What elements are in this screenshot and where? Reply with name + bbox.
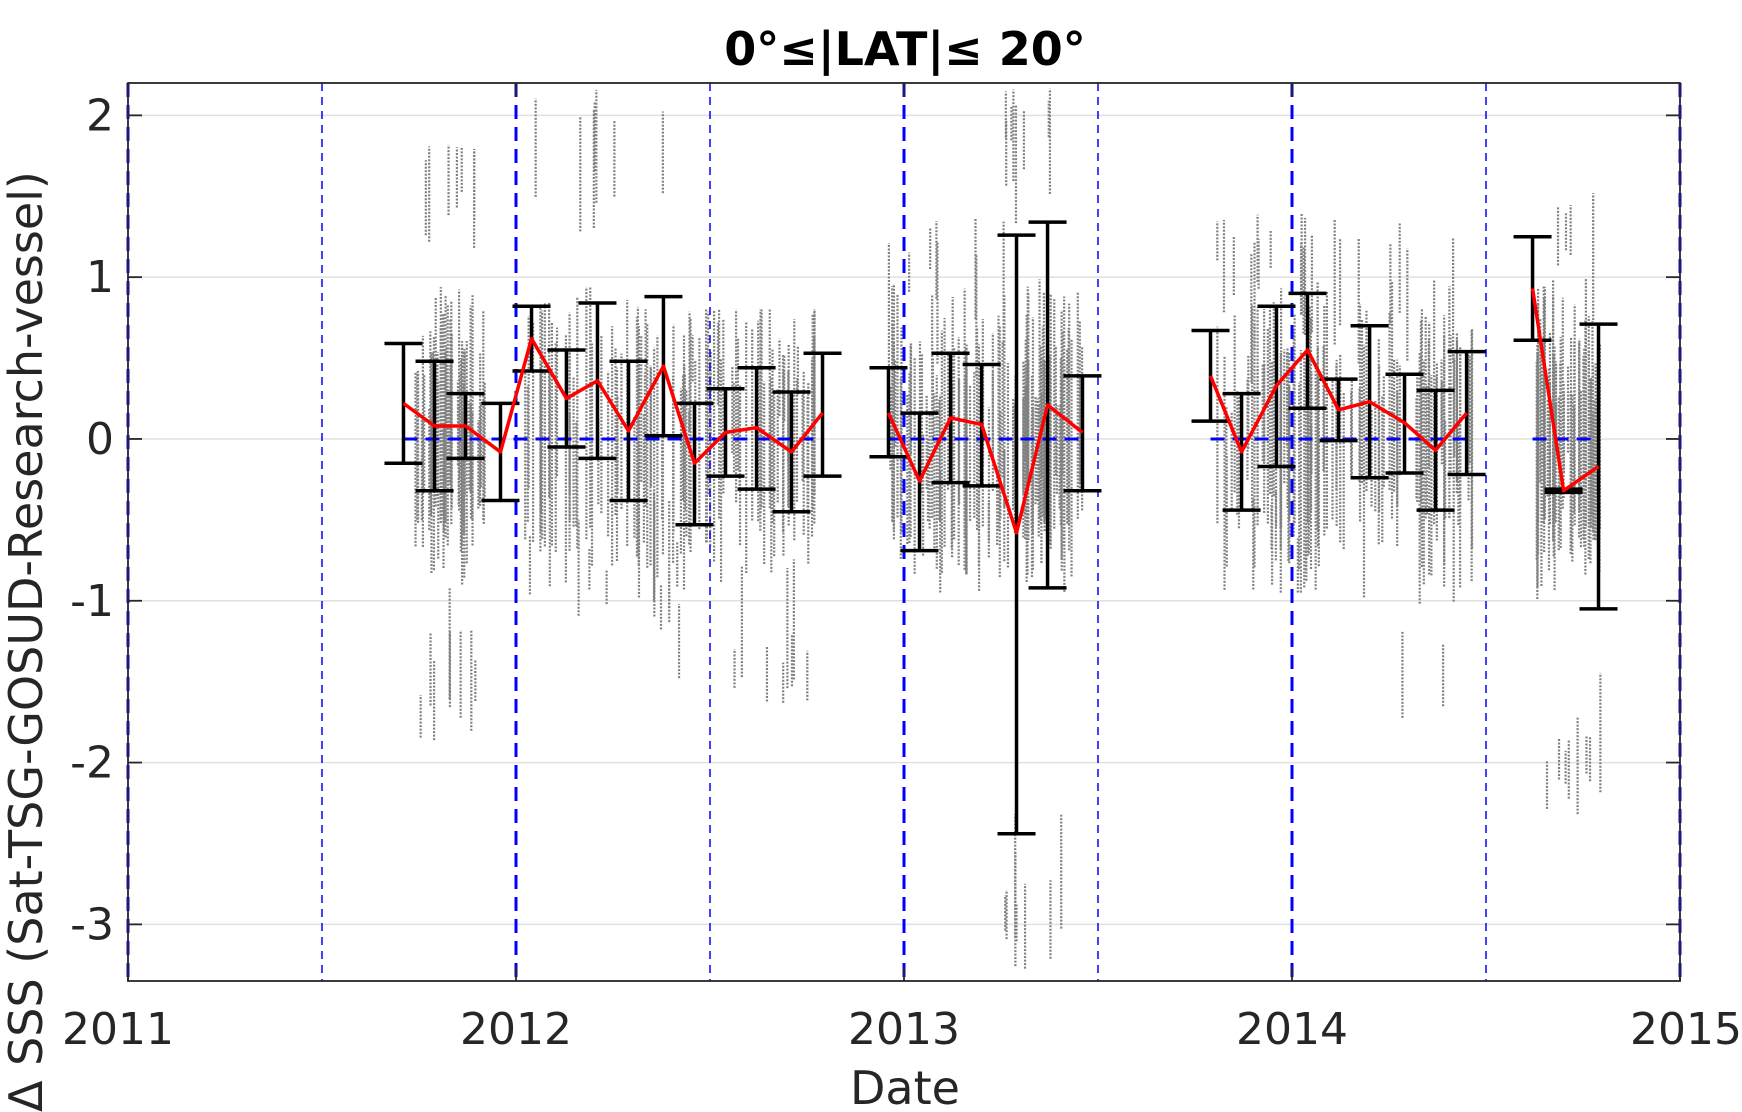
error-bar [1063, 374, 1102, 493]
y-tick-label: 1 [86, 252, 114, 303]
x-tick-label: 2012 [460, 1004, 572, 1055]
axes-layer: 2 1 0 -1 -2 -3 2011 2012 2013 2014 2015 [62, 82, 1742, 1055]
y-tick-label: 2 [86, 90, 114, 141]
x-tick-label: 2014 [1236, 1004, 1348, 1055]
y-axis-label: Δ SSS (Sat-TSG-GOSUD-Research-vessel) [0, 171, 53, 1112]
x-axis-label: Date [850, 1061, 960, 1112]
y-tick-label: -2 [70, 738, 114, 789]
monthly-mean-line [886, 403, 1084, 535]
scatter-cluster [1216, 212, 1320, 593]
monthly-mean-line [1208, 348, 1468, 454]
chart-title: 0°≤|LAT|≤ 20° [724, 22, 1085, 77]
y-tick-label: 0 [86, 414, 114, 465]
x-tick-label: 2011 [62, 1004, 174, 1055]
monthly-mean-line [1530, 288, 1600, 493]
x-tick-label: 2013 [848, 1004, 960, 1055]
monthly-mean-line [402, 336, 824, 465]
mean-line-layer [402, 288, 1600, 535]
x-tick-label: 2015 [1630, 1004, 1742, 1055]
y-tick-label: -1 [70, 576, 114, 627]
error-bar [869, 366, 908, 459]
y-tick-label: -3 [70, 899, 114, 950]
